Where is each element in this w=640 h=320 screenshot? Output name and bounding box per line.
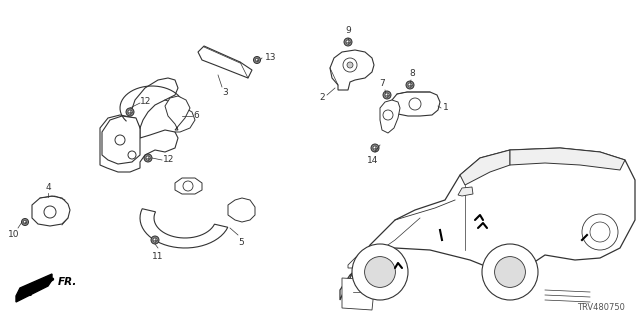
Circle shape [128,151,136,159]
Text: 6: 6 [193,111,199,121]
Text: 8: 8 [409,69,415,78]
Circle shape [385,93,389,97]
Polygon shape [458,187,473,196]
Circle shape [253,57,260,63]
Circle shape [495,257,525,287]
Text: 2: 2 [319,93,325,102]
Circle shape [343,58,357,72]
Circle shape [44,206,56,218]
Text: 13: 13 [265,53,276,62]
Text: 9: 9 [345,26,351,35]
Circle shape [153,238,157,242]
Polygon shape [175,178,202,194]
Polygon shape [340,148,635,300]
Text: 12: 12 [140,97,152,106]
Polygon shape [460,150,510,185]
Circle shape [408,83,412,87]
Circle shape [383,91,391,99]
Circle shape [482,244,538,300]
Text: 4: 4 [45,183,51,192]
Circle shape [151,236,159,244]
Polygon shape [198,46,252,78]
Polygon shape [330,50,374,90]
Text: 14: 14 [367,156,379,165]
Polygon shape [16,274,52,302]
Circle shape [115,135,125,145]
Circle shape [23,220,27,224]
Polygon shape [510,148,625,170]
Circle shape [344,38,352,46]
Circle shape [373,146,377,150]
Circle shape [146,156,150,160]
Circle shape [144,154,152,162]
Circle shape [406,81,414,89]
Text: 3: 3 [222,88,228,97]
Text: 11: 11 [152,252,164,261]
Text: 10: 10 [8,230,20,239]
Polygon shape [102,116,140,164]
Circle shape [582,214,618,250]
Circle shape [347,62,353,68]
Text: FR.: FR. [58,277,77,287]
Circle shape [22,219,29,226]
Circle shape [255,58,259,62]
Polygon shape [228,198,255,222]
Polygon shape [32,196,70,226]
Circle shape [383,110,393,120]
Polygon shape [165,96,190,130]
Text: 1: 1 [443,103,449,113]
Circle shape [126,108,134,116]
Circle shape [128,110,132,114]
Circle shape [590,222,610,242]
Circle shape [183,181,193,191]
Circle shape [346,40,350,44]
Text: TRV480750: TRV480750 [577,303,625,312]
Circle shape [409,98,421,110]
Text: 12: 12 [163,156,174,164]
Polygon shape [392,92,440,116]
Polygon shape [342,278,375,310]
Circle shape [365,257,396,287]
Text: 7: 7 [379,79,385,88]
Polygon shape [380,100,400,133]
Polygon shape [140,209,228,248]
Polygon shape [348,252,380,268]
Polygon shape [100,115,178,172]
Circle shape [371,144,379,152]
Circle shape [352,244,408,300]
Text: 5: 5 [238,238,244,247]
